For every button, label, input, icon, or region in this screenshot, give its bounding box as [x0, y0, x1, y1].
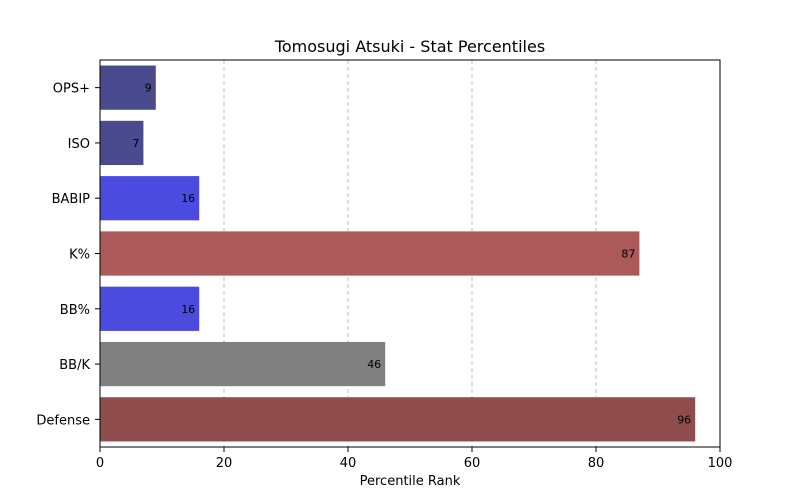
bar-value-label: 96: [677, 413, 691, 426]
bar-ops-: [100, 65, 156, 110]
bar-value-label: 9: [145, 82, 152, 95]
bar-value-label: 46: [367, 358, 381, 371]
x-tick-label: 100: [708, 456, 733, 471]
bar-bb-k: [100, 341, 386, 387]
x-tick-label: 40: [340, 456, 357, 471]
bar-babip: [100, 176, 200, 221]
bar-value-label: 7: [132, 137, 139, 150]
y-tick-label: Defense: [36, 413, 90, 428]
bar-bb-: [100, 286, 200, 331]
bar-value-label: 16: [181, 303, 195, 316]
x-tick-label: 0: [96, 456, 104, 471]
bar-defense: [100, 397, 696, 442]
y-tick-label: OPS+: [53, 82, 90, 97]
plot-frame: [99, 59, 721, 448]
bars: 9 7 16 87 16 46 96: [100, 65, 696, 442]
x-axis-ticks: 0 20 40 60 80 100: [96, 447, 733, 471]
bar-value-label: 16: [181, 192, 195, 205]
x-tick-label: 60: [464, 456, 481, 471]
y-tick-label: BABIP: [52, 192, 91, 207]
x-axis-label: Percentile Rank: [360, 474, 461, 489]
y-tick-label: BB/K: [59, 358, 90, 373]
y-tick-label: K%: [69, 248, 90, 263]
bar-k-: [100, 231, 640, 276]
y-tick-label: ISO: [68, 137, 90, 152]
bar-value-label: 87: [621, 248, 635, 261]
y-tick-label: BB%: [60, 303, 90, 318]
chart-title: Tomosugi Atsuki - Stat Percentiles: [274, 37, 545, 56]
x-tick-label: 80: [588, 456, 605, 471]
bar-iso: [100, 120, 144, 166]
x-tick-label: 20: [216, 456, 233, 471]
y-axis-labels: OPS+ ISO BABIP K% BB% BB/K Defense: [36, 82, 100, 428]
